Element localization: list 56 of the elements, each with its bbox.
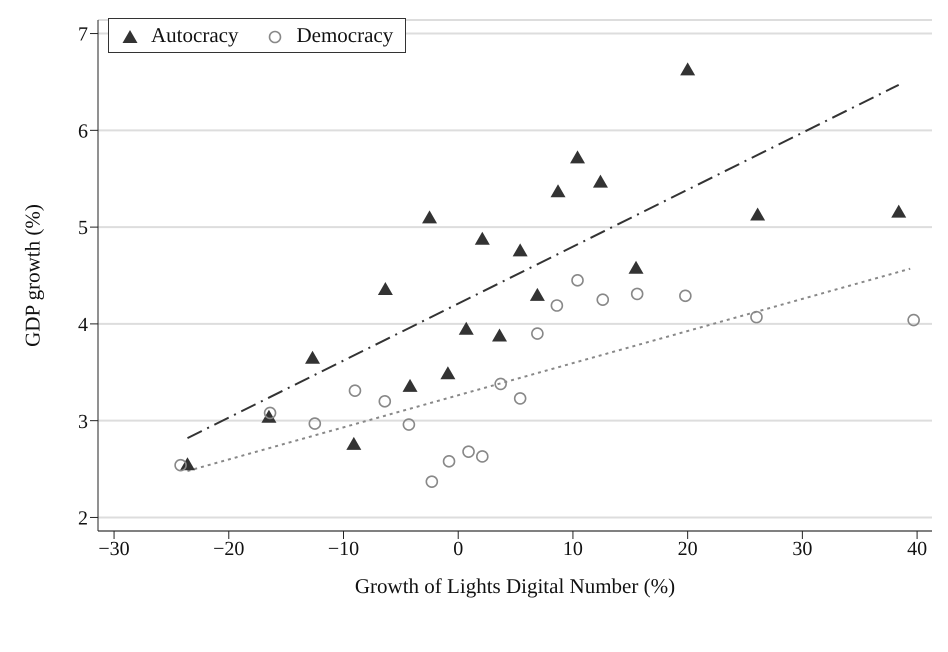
x-tick-label: 40 bbox=[907, 538, 928, 560]
point bbox=[494, 378, 507, 390]
point bbox=[530, 288, 545, 301]
y-tick-label: 3 bbox=[78, 410, 88, 433]
point bbox=[426, 475, 438, 488]
y-tick-label: 7 bbox=[78, 24, 88, 46]
point bbox=[492, 328, 508, 342]
point bbox=[264, 406, 276, 420]
y-axis-title: GDP growth (%) bbox=[20, 204, 44, 347]
point bbox=[305, 350, 320, 364]
x-axis-title: Growth of Lights Digital Number (%) bbox=[354, 574, 676, 598]
point bbox=[891, 204, 906, 218]
point bbox=[531, 327, 544, 340]
point bbox=[750, 310, 763, 324]
y-tick-label: 2 bbox=[78, 508, 88, 530]
point bbox=[402, 378, 418, 392]
x-tick-label: 30 bbox=[792, 538, 812, 560]
legend-label: Autocracy bbox=[151, 23, 238, 48]
point bbox=[476, 450, 489, 463]
point bbox=[402, 418, 416, 431]
point bbox=[458, 322, 474, 335]
x-tick-label: −10 bbox=[328, 538, 360, 560]
point bbox=[346, 436, 362, 450]
point bbox=[596, 293, 610, 306]
y-tick-label: 6 bbox=[78, 120, 88, 142]
point bbox=[514, 392, 526, 405]
point bbox=[680, 62, 696, 76]
point bbox=[571, 274, 584, 287]
x-tick-label: 10 bbox=[562, 538, 583, 560]
point bbox=[442, 455, 456, 468]
point bbox=[512, 243, 528, 256]
x-tick-label: 20 bbox=[678, 538, 698, 560]
point bbox=[440, 366, 456, 380]
point bbox=[550, 184, 566, 198]
point bbox=[630, 288, 644, 300]
y-tick-label: 5 bbox=[78, 217, 88, 240]
point bbox=[174, 458, 187, 472]
point bbox=[550, 299, 564, 312]
point bbox=[628, 260, 644, 274]
point bbox=[378, 395, 392, 408]
x-tick-label: −30 bbox=[98, 538, 130, 560]
x-tick-label: 0 bbox=[453, 538, 464, 560]
y-tick-label: 4 bbox=[78, 314, 88, 336]
point bbox=[907, 314, 920, 326]
point bbox=[308, 417, 322, 430]
point bbox=[679, 290, 692, 302]
point bbox=[592, 174, 608, 188]
point bbox=[422, 210, 438, 224]
point bbox=[570, 150, 586, 164]
point bbox=[474, 232, 490, 245]
point bbox=[378, 282, 393, 296]
point bbox=[462, 445, 475, 458]
legend-label: Democracy bbox=[296, 23, 394, 48]
point bbox=[750, 208, 766, 221]
x-tick-label: −20 bbox=[213, 538, 244, 560]
point bbox=[348, 384, 362, 397]
